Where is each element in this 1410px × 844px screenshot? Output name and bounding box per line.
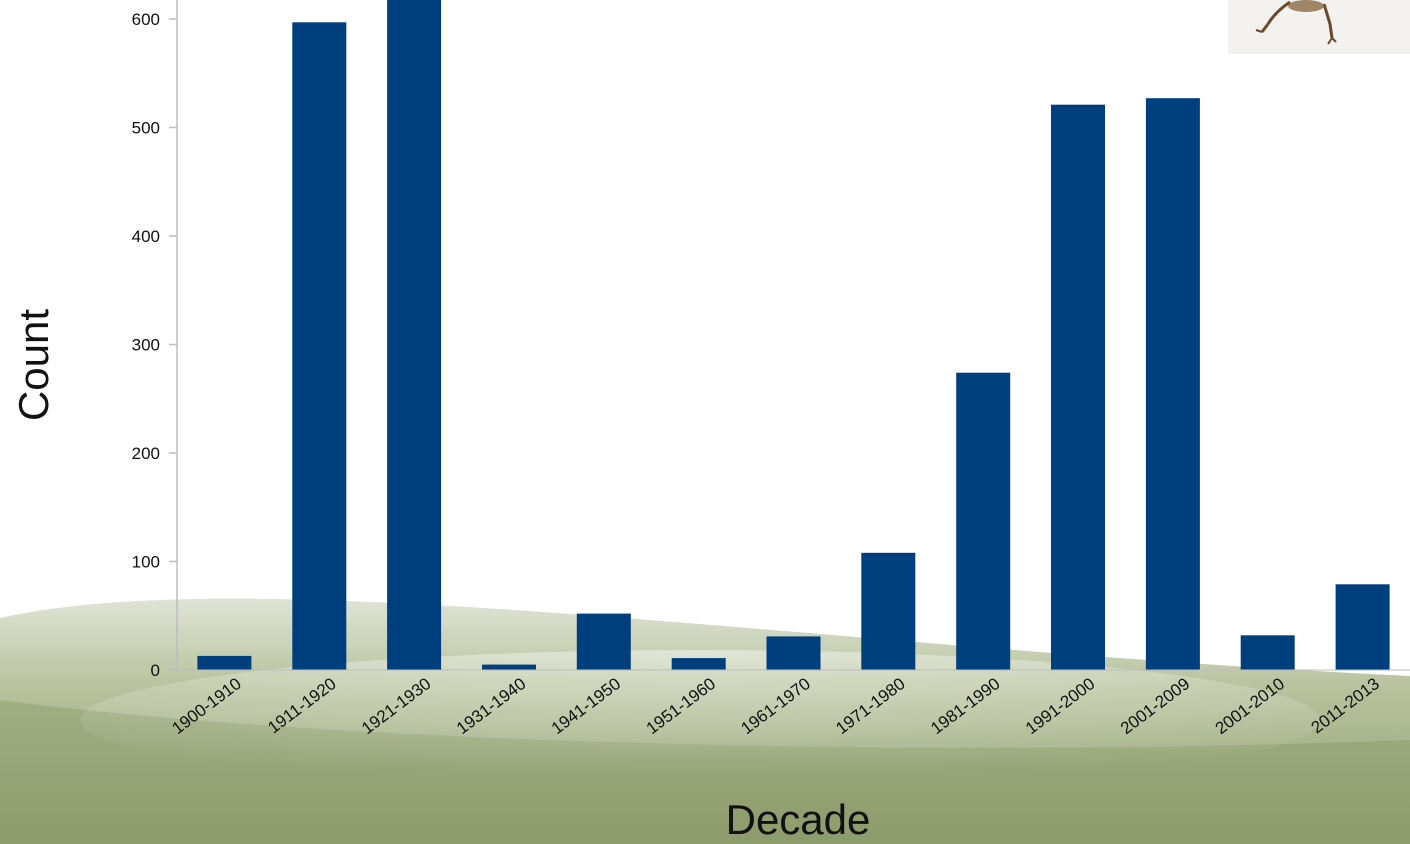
x-tick-label: 1981-1990 bbox=[927, 674, 1003, 738]
x-tick-label: 1951-1960 bbox=[643, 674, 719, 738]
x-axis-title: Decade bbox=[726, 796, 871, 843]
x-tick-label: 1971-1980 bbox=[832, 674, 908, 738]
bar-1911-1920 bbox=[292, 22, 347, 671]
y-tick-label: 500 bbox=[132, 119, 160, 138]
insect-specimen-image bbox=[1228, 0, 1410, 54]
x-tick-label: 1961-1970 bbox=[738, 674, 814, 738]
bar-2011-2013 bbox=[1335, 584, 1390, 670]
y-tick-label: 100 bbox=[132, 553, 160, 572]
y-tick-label: 300 bbox=[132, 336, 160, 355]
bar-1941-1950 bbox=[576, 613, 631, 670]
x-tick-label: 2001-2009 bbox=[1117, 674, 1193, 738]
x-tick-label: 2011-2013 bbox=[1308, 674, 1383, 737]
x-tick-label: 1911-1920 bbox=[264, 674, 339, 737]
bar-1961-1970 bbox=[766, 636, 821, 670]
x-tick-label: 1931-1940 bbox=[453, 674, 529, 738]
x-tick-label: 2001-2010 bbox=[1212, 674, 1288, 738]
bar-1951-1960 bbox=[671, 658, 726, 670]
y-tick-label: 0 bbox=[151, 661, 160, 680]
x-tick-label: 1941-1950 bbox=[548, 674, 624, 738]
bar-2001-2010 bbox=[1240, 635, 1295, 670]
bar-1931-1940 bbox=[482, 664, 536, 670]
bar-1900-1910 bbox=[197, 655, 252, 670]
x-tick-label: 1900-1910 bbox=[168, 674, 244, 738]
y-axis-tick-labels: 0 100 200 300 400 500 600 bbox=[132, 10, 177, 680]
bar-2001-2009 bbox=[1145, 98, 1200, 670]
bar-1991-2000 bbox=[1051, 104, 1105, 670]
x-axis-tick-labels: 1900-1910 1911-1920 1921-1930 1931-1940 1941… bbox=[168, 674, 1383, 738]
bar-1971-1980 bbox=[861, 552, 916, 670]
x-tick-label: 1991-2000 bbox=[1022, 674, 1098, 738]
x-tick-label: 1921-1930 bbox=[358, 674, 434, 738]
y-tick-label: 400 bbox=[132, 227, 160, 246]
y-tick-label: 200 bbox=[132, 444, 160, 463]
bar-1921-1930 bbox=[387, 0, 442, 670]
y-axis-title: Count bbox=[10, 309, 57, 421]
y-tick-label: 600 bbox=[132, 10, 160, 29]
bar-1981-1990 bbox=[956, 372, 1011, 670]
bars bbox=[177, 0, 1410, 671]
